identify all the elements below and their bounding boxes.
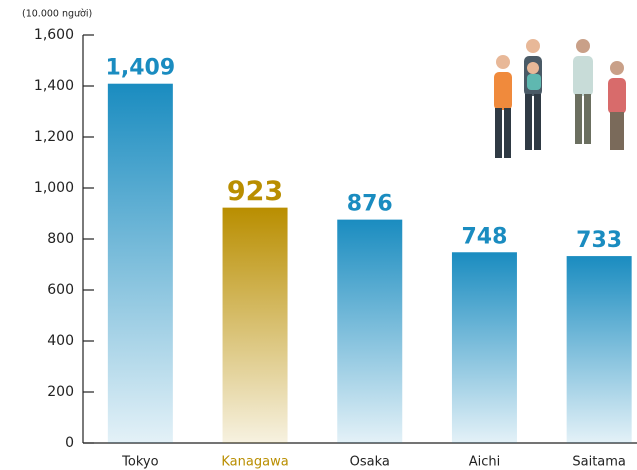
y-tick-label: 1,400: [34, 78, 74, 94]
y-tick-label: 800: [47, 231, 74, 247]
y-tick-label: 200: [47, 384, 74, 400]
bar: [337, 219, 403, 443]
bar: [566, 256, 632, 443]
y-tick-label: 400: [47, 333, 74, 349]
y-tick-label: 600: [47, 282, 74, 298]
value-label: 733: [576, 228, 622, 253]
value-label: 1,409: [106, 56, 176, 81]
x-tick-label: Saitama: [572, 455, 626, 470]
x-tick-label: Osaka: [350, 455, 390, 470]
y-tick-label: 1,600: [34, 27, 74, 43]
value-label: 876: [347, 192, 393, 217]
axis-unit-label: (10.000 người): [22, 9, 92, 20]
y-tick-label: 1,000: [34, 180, 74, 196]
x-tick-label: Kanagawa: [221, 455, 288, 470]
value-label: 923: [227, 176, 283, 207]
bar: [222, 207, 288, 443]
y-tick-label: 0: [65, 435, 74, 451]
bar: [451, 252, 517, 443]
y-tick-label: 1,200: [34, 129, 74, 145]
x-tick-label: Tokyo: [121, 455, 158, 470]
people-illustration: [494, 39, 626, 158]
value-label: 748: [461, 224, 507, 249]
bar: [107, 83, 173, 443]
x-tick-label: Aichi: [469, 455, 501, 470]
